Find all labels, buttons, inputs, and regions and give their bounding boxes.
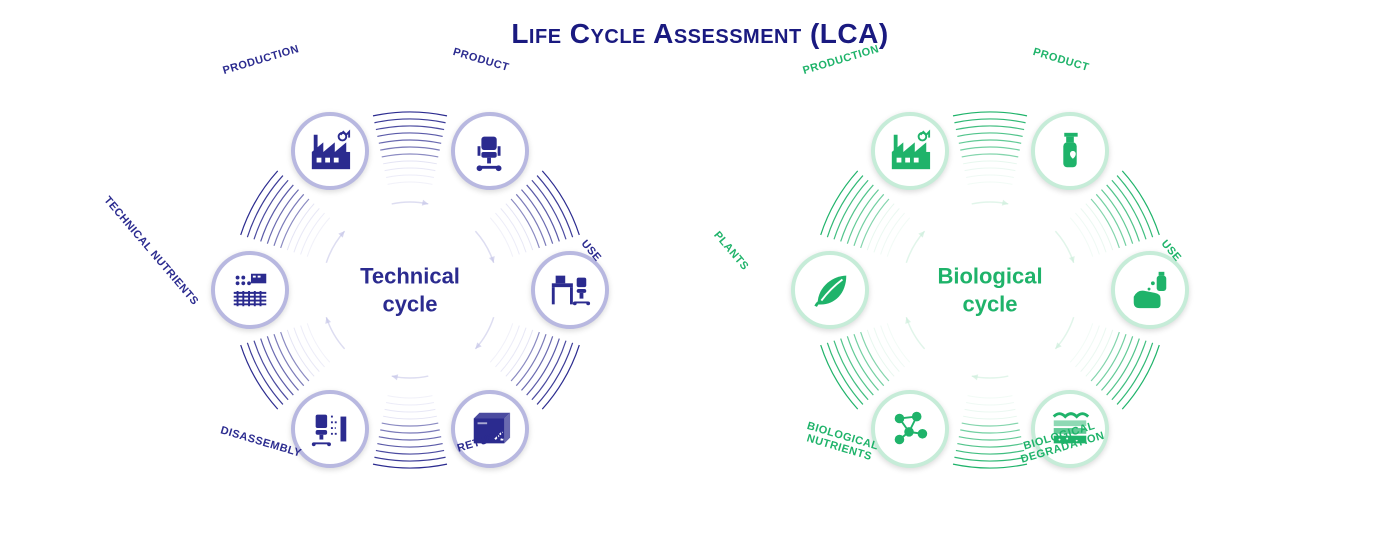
office-chair-icon-circle — [451, 112, 529, 190]
soap-bottle-icon — [1048, 129, 1092, 173]
molecule-icon — [888, 407, 932, 451]
soap-bottle-icon-circle — [1031, 112, 1109, 190]
factory-icon-circle — [871, 112, 949, 190]
biological-node-soap-bottle: PRODUCT — [1031, 112, 1109, 190]
disassembly-icon-circle — [291, 390, 369, 468]
cycles-container: TechnicalcyclePRODUCTIONPRODUCTUSERETURN… — [0, 60, 1400, 520]
hand-wash-icon-circle — [1111, 251, 1189, 329]
materials-icon — [228, 268, 272, 312]
desk-chair-icon — [548, 268, 592, 312]
biological-node-hand-wash: USE — [1111, 251, 1189, 329]
technical-node-materials: TECHNICAL NUTRIENTS — [211, 251, 289, 329]
factory-icon-circle — [291, 112, 369, 190]
biological-node-molecule: BIOLOGICALNUTRIENTS — [871, 390, 949, 468]
biological-node-soil-layers: BIOLOGICALDEGRADATION — [1031, 390, 1109, 468]
disassembly-icon — [308, 407, 352, 451]
leaf-icon — [808, 268, 852, 312]
desk-chair-icon-circle — [531, 251, 609, 329]
biological-node-leaf: PLANTS — [791, 251, 869, 329]
technical-node-factory: PRODUCTION — [291, 112, 369, 190]
molecule-icon-circle — [871, 390, 949, 468]
box-icon-circle — [451, 390, 529, 468]
technical-node-office-chair: PRODUCT — [451, 112, 529, 190]
materials-icon-circle — [211, 251, 289, 329]
page-title: Life Cycle Assessment (LCA) — [0, 0, 1400, 50]
technical-node-disassembly: DISASSEMBLY — [291, 390, 369, 468]
office-chair-icon — [468, 129, 512, 173]
biological-node-factory: PRODUCTION — [871, 112, 949, 190]
biological-center-label: Biologicalcycle — [937, 263, 1042, 318]
technical-center-label: Technicalcycle — [360, 263, 460, 318]
factory-icon — [308, 129, 352, 173]
technical-node-box: RETURN — [451, 390, 529, 468]
biological-cycle: BiologicalcyclePRODUCTIONPRODUCTUSEBIOLO… — [760, 60, 1220, 520]
factory-icon — [888, 129, 932, 173]
technical-cycle: Technicalcycle PRODUCTION PRODUCTUSERETURN… — [180, 60, 640, 520]
leaf-icon-circle — [791, 251, 869, 329]
biological-node-label: PLANTS — [711, 229, 751, 273]
hand-wash-icon — [1128, 268, 1172, 312]
technical-node-desk-chair: USE — [531, 251, 609, 329]
